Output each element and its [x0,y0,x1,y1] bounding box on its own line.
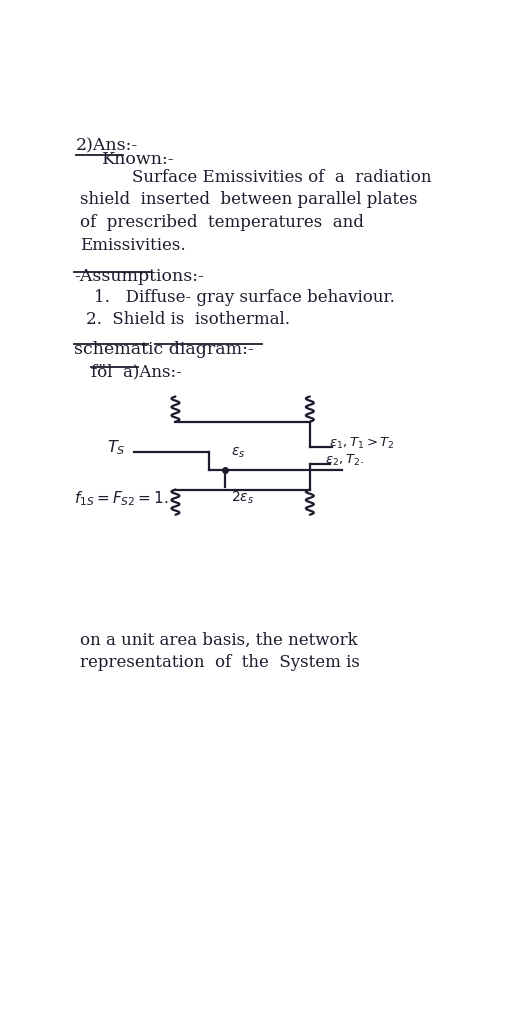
Text: föl  a)Ans:-: föl a)Ans:- [91,364,182,380]
Text: $f_{1S} = F_{S2} = 1.$: $f_{1S} = F_{S2} = 1.$ [74,488,169,508]
Text: schematic diagram:-: schematic diagram:- [74,341,254,357]
Text: of  prescribed  temperatures  and: of prescribed temperatures and [80,214,364,230]
Text: Emissivities.: Emissivities. [80,238,186,254]
Text: shield  inserted  between parallel plates: shield inserted between parallel plates [80,191,418,209]
Text: $\epsilon_1, T_1 > T_2$: $\epsilon_1, T_1 > T_2$ [328,435,394,451]
Text: $T_S$: $T_S$ [107,438,126,457]
Text: 1.   Diffuse- gray surface behaviour.: 1. Diffuse- gray surface behaviour. [94,289,395,306]
Text: Surface Emissivities of  a  radiation: Surface Emissivities of a radiation [132,169,431,186]
Text: -Assumptions:-: -Assumptions:- [74,268,204,285]
Text: $2\epsilon_s$: $2\epsilon_s$ [231,489,254,506]
Text: on a unit area basis, the network: on a unit area basis, the network [80,632,358,648]
Text: $\epsilon_2, T_2.$: $\epsilon_2, T_2.$ [325,453,365,468]
Text: representation  of  the  System is: representation of the System is [80,653,360,671]
Text: $\epsilon_s$: $\epsilon_s$ [231,445,246,460]
Text: 2.  Shield is  isothermal.: 2. Shield is isothermal. [86,311,290,329]
Text: 2)Ans:-: 2)Ans:- [76,137,139,154]
Text: Known:-: Known:- [102,152,174,168]
